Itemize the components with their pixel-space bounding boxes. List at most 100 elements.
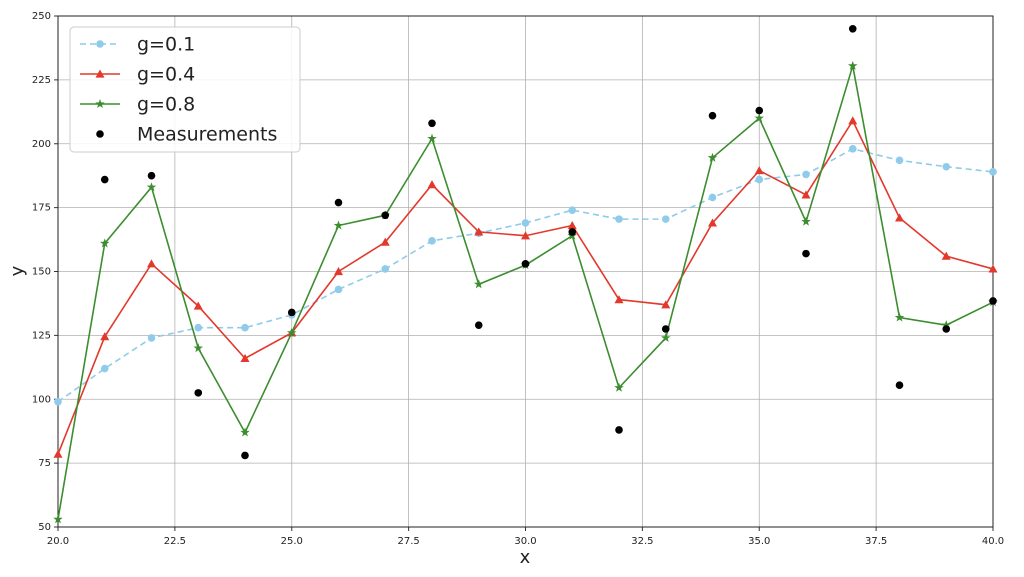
marker — [240, 427, 250, 437]
marker — [661, 300, 671, 309]
marker — [287, 308, 296, 317]
marker — [428, 237, 436, 245]
marker — [895, 156, 904, 165]
marker — [194, 389, 203, 397]
marker — [568, 206, 577, 214]
x-tick-label: 22.5 — [164, 536, 186, 547]
marker — [99, 238, 110, 248]
marker — [942, 325, 951, 333]
marker — [708, 111, 717, 120]
x-axis-label: x — [520, 547, 531, 568]
x-tick-label: 30.0 — [514, 536, 536, 547]
marker — [193, 343, 204, 353]
marker — [521, 231, 530, 240]
marker — [848, 116, 858, 125]
x-tick-label: 25.0 — [281, 536, 303, 547]
marker — [847, 60, 858, 70]
legend-label: g=0.8 — [137, 94, 195, 116]
marker — [708, 193, 717, 202]
marker — [661, 215, 670, 223]
marker — [941, 251, 951, 260]
x-tick-label: 32.5 — [631, 536, 653, 547]
marker — [989, 168, 997, 176]
marker — [801, 216, 811, 226]
marker — [754, 113, 765, 123]
marker — [894, 312, 905, 322]
marker — [95, 69, 105, 78]
marker — [708, 218, 717, 227]
marker — [427, 133, 437, 143]
x-tick-label: 20.0 — [47, 536, 69, 547]
marker — [147, 171, 156, 180]
marker — [381, 211, 390, 220]
marker — [241, 323, 249, 332]
y-tick-label: 175 — [32, 203, 51, 214]
x-tick-label: 35.0 — [748, 536, 770, 547]
marker — [334, 198, 343, 207]
marker — [707, 152, 718, 162]
marker — [100, 175, 109, 184]
marker — [100, 332, 110, 341]
marker — [96, 40, 104, 48]
y-tick-label: 225 — [32, 75, 51, 86]
marker — [567, 221, 577, 230]
marker — [474, 227, 484, 236]
marker — [95, 99, 105, 109]
marker — [333, 220, 344, 230]
y-tick-label: 75 — [38, 458, 51, 469]
marker — [146, 182, 157, 192]
marker — [802, 170, 810, 179]
marker — [334, 267, 343, 276]
marker — [53, 449, 63, 458]
marker — [334, 285, 343, 294]
marker — [614, 382, 624, 392]
marker — [100, 364, 109, 373]
marker — [801, 190, 811, 199]
marker — [988, 264, 998, 273]
marker — [895, 381, 904, 389]
x-tick-label: 37.5 — [865, 536, 887, 547]
legend-label: g=0.4 — [137, 64, 195, 86]
marker — [521, 260, 530, 268]
marker — [473, 279, 484, 289]
marker — [755, 106, 764, 115]
y-tick-label: 100 — [32, 394, 51, 405]
marker — [615, 215, 623, 223]
marker — [427, 180, 437, 189]
y-tick-label: 150 — [32, 267, 51, 278]
marker — [614, 295, 624, 304]
marker — [660, 332, 671, 342]
marker — [286, 327, 297, 337]
y-tick-label: 200 — [32, 139, 51, 150]
marker — [615, 426, 623, 434]
marker — [240, 353, 250, 362]
marker — [381, 265, 390, 273]
legend-label: g=0.1 — [137, 34, 195, 56]
marker — [428, 119, 436, 128]
marker — [53, 514, 63, 524]
marker — [54, 398, 62, 406]
marker — [194, 323, 203, 332]
y-axis-label: y — [7, 265, 28, 276]
y-tick-label: 125 — [32, 330, 51, 341]
marker — [754, 166, 764, 175]
marker — [848, 24, 857, 33]
legend-label: Measurements — [137, 124, 277, 146]
marker — [802, 249, 810, 258]
marker — [147, 259, 156, 268]
marker — [147, 334, 156, 342]
marker — [941, 320, 952, 330]
marker — [521, 219, 530, 227]
y-tick-label: 50 — [38, 522, 51, 533]
marker — [661, 325, 670, 333]
x-tick-label: 40.0 — [982, 536, 1004, 547]
marker — [193, 301, 203, 310]
marker — [755, 175, 764, 184]
marker — [942, 162, 951, 171]
y-tick-label: 250 — [32, 11, 51, 22]
marker — [989, 297, 997, 305]
legend-box — [69, 26, 301, 153]
marker — [241, 451, 249, 460]
